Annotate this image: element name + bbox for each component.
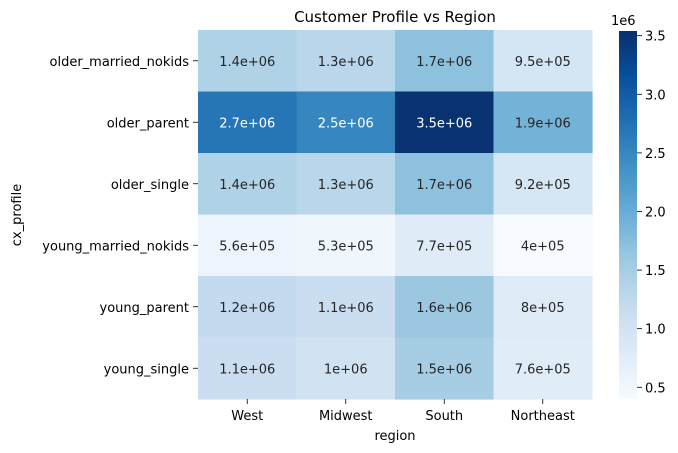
heatmap-cell — [296, 214, 396, 277]
colorbar-tick-label: 3.0 — [645, 88, 666, 103]
heatmap-cell — [296, 337, 396, 400]
heatmap-cells — [198, 30, 593, 400]
colorbar-multiplier: 1e6 — [611, 14, 636, 29]
cell-label: 1e+06 — [324, 362, 368, 377]
heatmap-cell — [198, 91, 298, 154]
cell-label: 9.2e+05 — [515, 178, 571, 193]
colorbar-tick-label: 1.0 — [645, 323, 666, 338]
colorbar-tick-label: 1.5 — [645, 264, 666, 279]
heatmap-cell — [493, 337, 593, 400]
heatmap-cell — [198, 214, 298, 277]
heatmap-cell — [395, 30, 495, 93]
cell-label: 1.9e+06 — [515, 116, 571, 131]
y-axis-ticks: older_married_nokids older_parent older_si… — [42, 55, 198, 377]
x-tick-label: Northeast — [511, 409, 575, 424]
heatmap-cell — [296, 153, 396, 216]
y-tick-label: young_single — [104, 362, 189, 377]
cell-label: 1.6e+06 — [416, 301, 472, 316]
cell-label: 3.5e+06 — [416, 116, 472, 131]
cell-label: 4e+05 — [521, 239, 565, 254]
cell-label: 2.7e+06 — [219, 116, 275, 131]
cell-label: 7.6e+05 — [515, 362, 571, 377]
heatmap-cell — [493, 153, 593, 216]
x-axis-label: region — [374, 429, 415, 444]
cell-label: 2.5e+06 — [318, 116, 374, 131]
heatmap-cell-labels: 1.4e+06 1.3e+06 1.7e+06 9.5e+05 2.7e+06 2.5e+… — [219, 55, 571, 378]
colorbar-tick-label: 3.5 — [645, 30, 666, 45]
cell-label: 1.7e+06 — [416, 55, 472, 70]
cell-label: 1.4e+06 — [219, 55, 275, 70]
heatmap-cell — [198, 153, 298, 216]
y-tick-label: young_parent — [100, 301, 190, 316]
cell-label: 1.1e+06 — [318, 301, 374, 316]
heatmap-cell — [198, 337, 298, 400]
heatmap-cell — [493, 30, 593, 93]
colorbar-ticks: 0.5 1.0 1.5 2.0 2.5 3.0 3.5 — [637, 30, 666, 396]
x-tick-label: South — [425, 409, 463, 424]
chart-title: Customer Profile vs Region — [294, 8, 496, 26]
y-axis-label: cx_profile — [10, 184, 25, 246]
cell-label: 1.3e+06 — [318, 178, 374, 193]
cell-label: 1.1e+06 — [219, 362, 275, 377]
y-tick-label: older_married_nokids — [50, 55, 190, 70]
colorbar-tick-label: 2.5 — [645, 147, 666, 162]
cell-label: 7.7e+05 — [416, 239, 472, 254]
y-tick-label: young_married_nokids — [42, 239, 189, 254]
cell-label: 8e+05 — [521, 301, 565, 316]
cell-label: 1.5e+06 — [416, 362, 472, 377]
heatmap-cell — [395, 337, 495, 400]
heatmap-cell — [296, 91, 396, 154]
x-tick-label: West — [231, 409, 263, 424]
cell-label: 1.2e+06 — [219, 301, 275, 316]
cell-label: 1.3e+06 — [318, 55, 374, 70]
heatmap-cell — [395, 91, 495, 154]
heatmap-cell — [198, 30, 298, 93]
colorbar-tick-label: 0.5 — [645, 381, 666, 396]
x-axis-ticks: West Midwest South Northeast — [231, 399, 575, 424]
cell-label: 1.7e+06 — [416, 178, 472, 193]
y-tick-label: older_single — [111, 178, 189, 193]
heatmap-cell — [296, 30, 396, 93]
cell-label: 9.5e+05 — [515, 55, 571, 70]
y-tick-label: older_parent — [107, 116, 189, 131]
heatmap-cell — [493, 214, 593, 277]
x-tick-label: Midwest — [319, 409, 373, 424]
heatmap-cell — [493, 276, 593, 339]
cell-label: 5.6e+05 — [219, 239, 275, 254]
heatmap-cell — [395, 214, 495, 277]
heatmap-cell — [198, 276, 298, 339]
heatmap-cell — [493, 91, 593, 154]
cell-label: 5.3e+05 — [318, 239, 374, 254]
heatmap-cell — [395, 153, 495, 216]
heatmap-cell — [296, 276, 396, 339]
colorbar — [619, 31, 637, 399]
colorbar-tick-label: 2.0 — [645, 205, 666, 220]
cell-label: 1.4e+06 — [219, 178, 275, 193]
heatmap-cell — [395, 276, 495, 339]
